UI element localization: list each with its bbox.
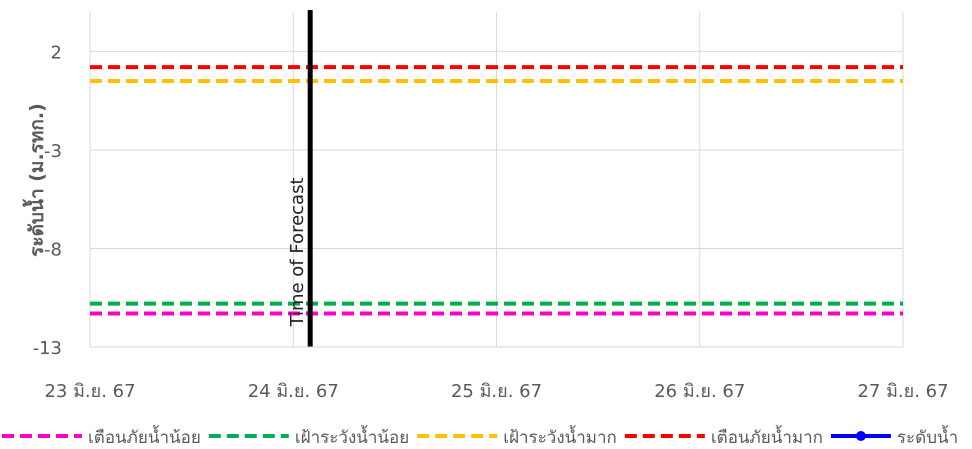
legend-label: เฝ้าระวังน้ำมาก <box>503 425 617 445</box>
legend-marker-dot <box>855 431 866 441</box>
x-tick-label: 27 มิ.ย. 67 <box>857 381 948 402</box>
grid-layer <box>89 12 904 348</box>
y-tick-label: -13 <box>33 338 62 359</box>
legend: เตือนภัยน้ำน้อย เฝ้าระวังน้ำน้อย เฝ้าระวัง… <box>2 425 958 448</box>
x-tick-label: 24 มิ.ย. 67 <box>248 381 339 402</box>
y-tick-label: -3 <box>44 141 62 162</box>
legend-item: เฝ้าระวังน้ำน้อย <box>208 425 409 448</box>
x-tick-label: 23 มิ.ย. 67 <box>44 381 135 402</box>
legend-label: เตือนภัยน้ำมาก <box>711 425 823 445</box>
legend-label: เตือนภัยน้ำน้อย <box>88 425 201 445</box>
forecast-label: Time of Forecast <box>287 177 308 327</box>
legend-item: เฝ้าระวังน้ำมาก <box>417 425 617 448</box>
x-tick-label: 25 มิ.ย. 67 <box>451 381 542 402</box>
axis-layer: 2 -3 -8 -13 23 มิ.ย. 67 24 มิ.ย. 67 25 มิ.ย. 6… <box>22 42 949 402</box>
legend-item: เตือนภัยน้ำน้อย <box>2 425 201 448</box>
legend-label: ระดับน้ำ <box>897 425 958 445</box>
x-tick-label: 26 มิ.ย. 67 <box>654 381 745 402</box>
y-tick-label: -8 <box>44 239 62 260</box>
legend-item: ระดับน้ำ <box>830 425 958 448</box>
y-axis-title: ระดับน้ำ (ม.รทก.) <box>22 103 48 257</box>
y-tick-label: 2 <box>51 42 62 63</box>
forecast-marker: Time of Forecast <box>287 10 313 347</box>
legend-label: เฝ้าระวังน้ำน้อย <box>295 425 409 445</box>
series-layer <box>90 65 903 316</box>
legend-item: เตือนภัยน้ำมาก <box>624 425 823 448</box>
